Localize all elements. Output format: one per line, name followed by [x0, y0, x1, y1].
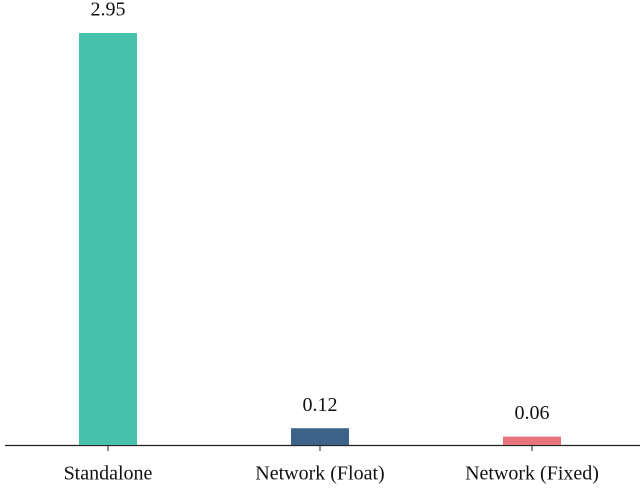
value-label: 0.06	[515, 402, 550, 424]
bar	[291, 428, 349, 445]
value-label: 2.95	[91, 0, 126, 21]
x-tick-label: Network (Float)	[255, 463, 384, 485]
value-label: 0.12	[303, 394, 338, 416]
x-tick-label: Network (Fixed)	[465, 463, 599, 485]
x-tick-label: Standalone	[64, 463, 153, 485]
bar	[503, 436, 561, 445]
bar	[79, 33, 137, 445]
